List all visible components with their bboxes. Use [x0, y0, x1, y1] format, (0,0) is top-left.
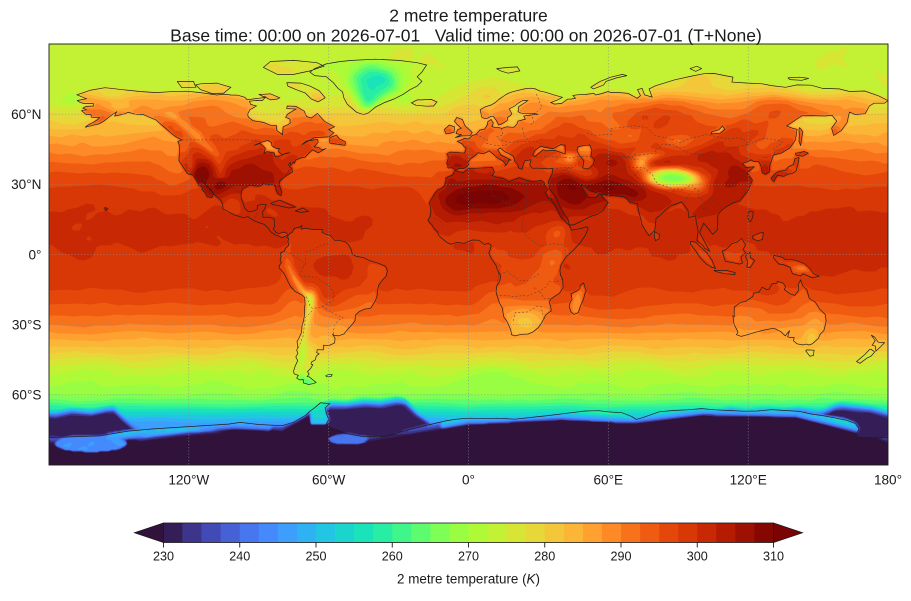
svg-text:240: 240 — [229, 550, 250, 564]
svg-text:60°N: 60°N — [11, 107, 41, 122]
svg-text:290: 290 — [610, 550, 631, 564]
svg-text:270: 270 — [458, 550, 479, 564]
svg-text:120°W: 120°W — [168, 472, 209, 487]
svg-text:180°: 180° — [874, 472, 902, 487]
svg-text:280: 280 — [534, 550, 555, 564]
svg-text:30°N: 30°N — [11, 177, 41, 192]
svg-text:60°W: 60°W — [312, 472, 346, 487]
svg-text:60°S: 60°S — [12, 388, 42, 403]
svg-text:260: 260 — [382, 550, 403, 564]
svg-text:30°S: 30°S — [12, 318, 42, 333]
svg-text:120°E: 120°E — [730, 472, 767, 487]
svg-text:2 metre temperature (K): 2 metre temperature (K) — [397, 572, 540, 587]
svg-text:230: 230 — [153, 550, 174, 564]
svg-text:2 metre temperature: 2 metre temperature — [389, 5, 548, 25]
svg-text:60°E: 60°E — [593, 472, 623, 487]
svg-text:0°: 0° — [462, 472, 475, 487]
svg-text:310: 310 — [763, 550, 784, 564]
svg-text:300: 300 — [687, 550, 708, 564]
svg-text:0°: 0° — [29, 247, 42, 262]
svg-text:250: 250 — [305, 550, 326, 564]
svg-text:Base time: 00:00 on 2026-07-01: Base time: 00:00 on 2026-07-01 Valid tim… — [170, 25, 762, 45]
